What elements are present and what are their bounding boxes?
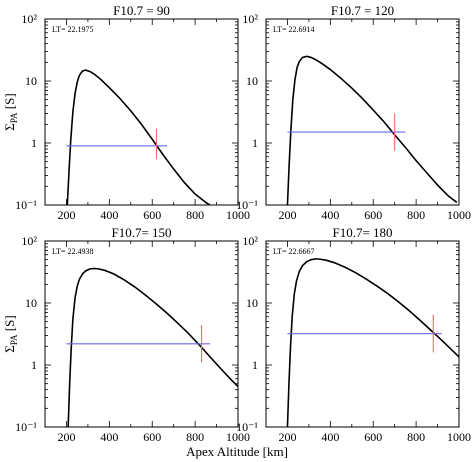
x-tick-label: 600 — [364, 430, 382, 444]
x-tick-label: 200 — [57, 208, 75, 222]
y-tick-label: 10 — [25, 296, 37, 310]
x-tick-label: 800 — [407, 430, 425, 444]
y-tick-label: 1 — [252, 136, 258, 150]
conductance-curve — [286, 258, 459, 427]
lt-annotation: LT= 22.6667 — [273, 247, 315, 256]
axes-frame — [44, 240, 239, 428]
panel-1: F10.7 = 90 LT= 22.1975 200 400 600 800 1000 10⁻… — [15, 3, 250, 222]
panel-title: F10.7 = 90 — [113, 3, 170, 18]
x-tick-label: 400 — [321, 208, 339, 222]
y-tick-label: 1 — [31, 358, 37, 372]
y-tick-label: 10 — [246, 74, 258, 88]
lt-annotation: LT= 22.1975 — [52, 25, 94, 34]
x-tick-label: 400 — [100, 208, 118, 222]
panel-title: F10.7= 150 — [111, 225, 171, 240]
y-tick-label: 10² — [242, 12, 258, 26]
axes-frame — [265, 18, 460, 206]
x-tick-label: 1000 — [447, 208, 471, 222]
y-tick-label: 10⁻¹ — [236, 420, 258, 434]
y-axis-label: ΣPA [S] — [2, 315, 19, 352]
y-tick-label: 10⁻¹ — [15, 198, 37, 212]
x-tick-label: 600 — [143, 430, 161, 444]
y-tick-label: 10 — [246, 296, 258, 310]
panel-title: F10.7 = 120 — [331, 3, 394, 18]
lt-annotation: LT= 22.6914 — [273, 25, 315, 34]
conductance-curve — [67, 267, 238, 427]
panel-3: F10.7= 150 LT= 22.4938 200 400 600 800 1000 10⁻… — [15, 225, 250, 444]
x-tick-label: 800 — [186, 430, 204, 444]
x-tick-label: 200 — [278, 208, 296, 222]
axes-frame — [265, 240, 460, 428]
panel-2: F10.7 = 120 LT= 22.6914 200 400 600 800 1000 10… — [236, 3, 471, 222]
conductance-curve — [286, 55, 458, 205]
y-axis-label: ΣPA [S] — [2, 93, 19, 130]
axes-frame — [44, 18, 239, 206]
x-tick-label: 400 — [321, 430, 339, 444]
x-tick-label: 600 — [143, 208, 161, 222]
y-tick-label: 10⁻¹ — [236, 198, 258, 212]
x-tick-label: 1000 — [226, 430, 250, 444]
panel-title: F10.7= 180 — [332, 225, 392, 240]
y-tick-label: 10² — [21, 234, 37, 248]
y-tick-label: 1 — [31, 136, 37, 150]
x-tick-label: 1000 — [226, 208, 250, 222]
y-tick-label: 10⁻¹ — [15, 420, 37, 434]
y-tick-label: 10 — [25, 74, 37, 88]
y-tick-label: 10² — [242, 234, 258, 248]
x-tick-label: 1000 — [447, 430, 471, 444]
x-tick-label: 800 — [407, 208, 425, 222]
y-tick-label: 1 — [252, 358, 258, 372]
x-tick-label: 400 — [100, 430, 118, 444]
conductance-curve — [66, 69, 212, 205]
x-tick-label: 800 — [186, 208, 204, 222]
lt-annotation: LT= 22.4938 — [52, 247, 94, 256]
y-tick-label: 10² — [21, 12, 37, 26]
x-tick-label: 200 — [278, 430, 296, 444]
x-tick-label: 600 — [364, 208, 382, 222]
x-axis-label: Apex Altitude [km] — [186, 444, 288, 459]
panel-4: F10.7= 180 LT= 22.6667 200 400 600 800 1000 10⁻… — [236, 225, 471, 444]
x-tick-label: 200 — [57, 430, 75, 444]
